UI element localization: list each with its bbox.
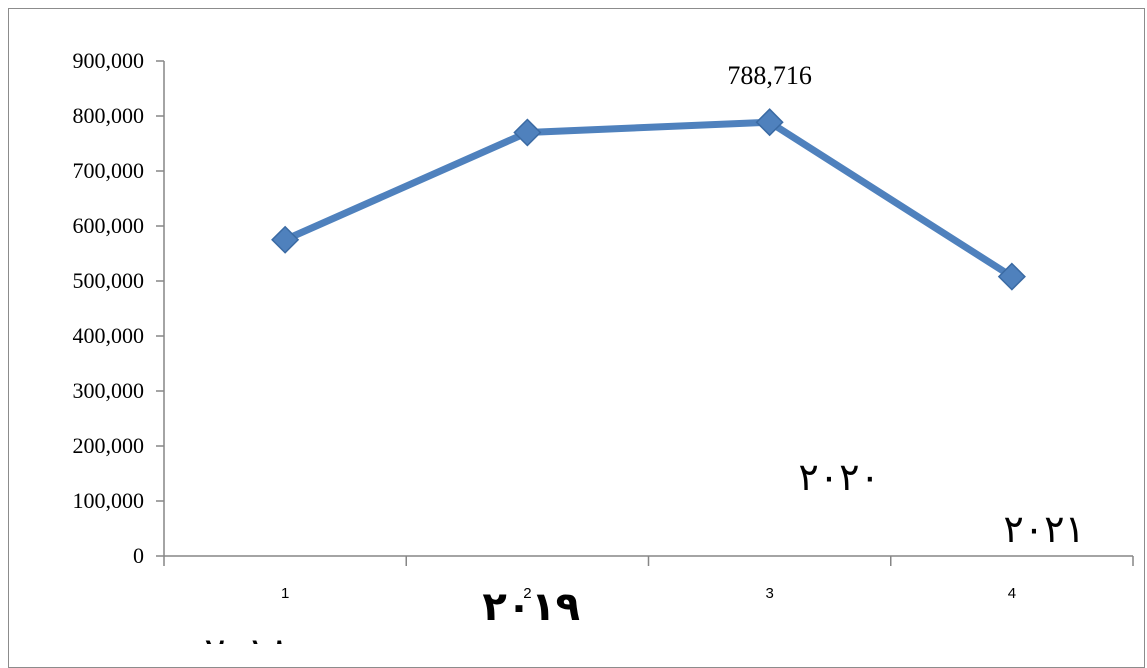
x-tick-label: 1 <box>281 585 289 602</box>
series-group <box>271 108 1026 291</box>
y-tick-label: 0 <box>133 543 144 568</box>
y-tick-label: 200,000 <box>73 433 145 458</box>
data-point-marker <box>755 108 784 137</box>
y-tick-label: 600,000 <box>73 213 145 238</box>
data-label: 788,716 <box>727 61 812 90</box>
y-axis: 0 100,000 200,000 300,000 400,000 500,000 600,… <box>73 48 165 568</box>
data-point-marker <box>271 225 300 254</box>
year-annotation-2021: ٢٠٢١ <box>1003 507 1085 551</box>
y-tick-label: 300,000 <box>73 378 145 403</box>
chart-frame <box>8 8 1145 668</box>
data-point-marker <box>997 262 1026 291</box>
y-tick-label: 700,000 <box>73 158 145 183</box>
data-point-marker <box>513 118 542 147</box>
year-annotation-2020: ٢٠٢٠ <box>798 455 880 499</box>
y-tick-label: 400,000 <box>73 323 145 348</box>
year-annotation-2019: ٢٠١٩ <box>482 584 580 630</box>
data-labels: 788,716 <box>727 61 812 90</box>
series-line <box>281 118 1016 281</box>
x-tick-label: 4 <box>1008 585 1016 602</box>
y-tick-label: 100,000 <box>73 488 145 513</box>
line-chart: 0 100,000 200,000 300,000 400,000 500,000 600,… <box>73 48 1134 644</box>
y-tick-label: 800,000 <box>73 103 145 128</box>
y-tick-label: 500,000 <box>73 268 145 293</box>
year-annotation-2018: ٢٠١٨ <box>204 630 290 644</box>
x-axis: 1 2 3 4 <box>163 555 1134 602</box>
y-tick-label: 900,000 <box>73 48 145 73</box>
x-tick-label: 3 <box>765 585 773 602</box>
x-tick-label: 2 <box>523 585 531 602</box>
